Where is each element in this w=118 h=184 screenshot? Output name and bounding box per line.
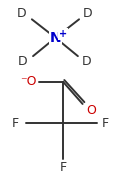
Text: F: F xyxy=(12,117,19,130)
Text: D: D xyxy=(16,7,26,20)
Text: F: F xyxy=(101,117,109,130)
Text: +: + xyxy=(59,29,67,39)
Text: N: N xyxy=(50,31,61,45)
Text: D: D xyxy=(18,55,27,68)
Text: F: F xyxy=(60,161,67,174)
Text: D: D xyxy=(81,55,91,68)
Text: O: O xyxy=(86,104,96,117)
Text: D: D xyxy=(82,7,92,20)
Text: ⁻O: ⁻O xyxy=(20,75,37,88)
